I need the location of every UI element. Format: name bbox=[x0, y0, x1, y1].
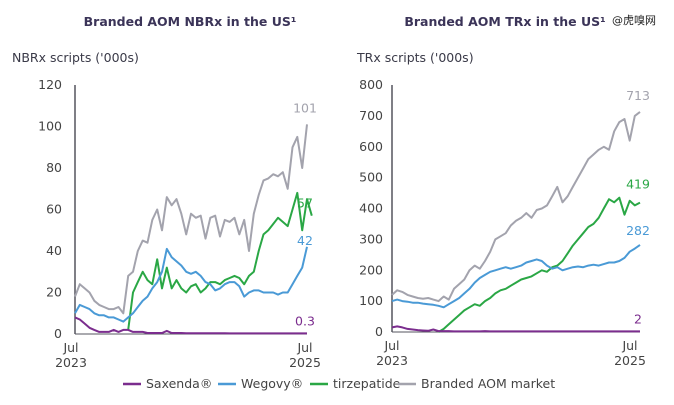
series-line-market bbox=[74, 124, 308, 315]
y-tick-label: 120 bbox=[38, 77, 62, 92]
y-tick-label: 60 bbox=[46, 202, 62, 217]
series-line-wegovy bbox=[391, 244, 641, 309]
y-tick-label: 600 bbox=[359, 139, 383, 154]
series-line-saxenda bbox=[391, 325, 640, 333]
legend-label: Wegovy® bbox=[241, 376, 303, 391]
end-value-label: 42 bbox=[297, 233, 313, 248]
y-tick-label: 400 bbox=[359, 201, 383, 216]
y-tick-label: 700 bbox=[359, 108, 383, 123]
end-value-label: 713 bbox=[626, 88, 650, 103]
end-value-label: 57 bbox=[297, 196, 313, 211]
x-tick-label: Jul bbox=[383, 338, 399, 353]
y-tick-label: 200 bbox=[359, 262, 383, 277]
x-tick-label: 2023 bbox=[55, 355, 87, 370]
x-tick-label: 2025 bbox=[614, 353, 646, 368]
series-line-tirzepatide bbox=[437, 196, 641, 333]
y-tick-label: 100 bbox=[38, 119, 62, 134]
nbrx-chart: Branded AOM NBRx in the US¹ NBRx scripts … bbox=[12, 14, 321, 370]
y-axis-label: NBRx scripts ('000s) bbox=[12, 50, 139, 65]
y-tick-label: 80 bbox=[46, 160, 62, 175]
legend-label: tirzepatide bbox=[333, 376, 401, 391]
x-tick-label: Jul bbox=[62, 340, 78, 355]
y-tick-label: 800 bbox=[359, 77, 383, 92]
end-value-label: 0.3 bbox=[295, 313, 315, 328]
end-value-label: 419 bbox=[626, 177, 650, 192]
y-tick-label: 500 bbox=[359, 170, 383, 185]
end-value-label: 2 bbox=[634, 311, 642, 326]
series-line-saxenda bbox=[74, 316, 307, 335]
end-value-label: 282 bbox=[626, 223, 650, 238]
x-tick-label: Jul bbox=[296, 340, 312, 355]
x-tick-label: 2023 bbox=[376, 353, 408, 368]
chart-title: Branded AOM NBRx in the US¹ bbox=[84, 14, 297, 29]
chart-title: Branded AOM TRx in the US¹ bbox=[404, 14, 605, 29]
series-line-tirzepatide bbox=[127, 191, 313, 331]
trx-chart: Branded AOM TRx in the US¹ TRx scripts ('… bbox=[356, 14, 650, 368]
y-axis-label: TRx scripts ('000s) bbox=[356, 50, 474, 65]
y-tick-label: 100 bbox=[359, 293, 383, 308]
watermark: @虎嗅网 bbox=[612, 13, 656, 27]
legend-label: Branded AOM market bbox=[421, 376, 555, 391]
x-tick-label: 2025 bbox=[289, 355, 321, 370]
y-tick-label: 0 bbox=[54, 326, 62, 341]
y-tick-label: 0 bbox=[375, 324, 383, 339]
y-tick-label: 40 bbox=[46, 243, 62, 258]
end-value-label: 101 bbox=[293, 100, 317, 115]
y-tick-label: 20 bbox=[46, 285, 62, 300]
y-tick-label: 300 bbox=[359, 231, 383, 246]
x-tick-label: Jul bbox=[621, 338, 637, 353]
legend-label: Saxenda® bbox=[146, 376, 212, 391]
series-line-market bbox=[391, 111, 641, 303]
series-line-wegovy bbox=[74, 246, 308, 323]
legend: Saxenda® Wegovy® tirzepatide Branded AOM ma… bbox=[123, 376, 555, 391]
